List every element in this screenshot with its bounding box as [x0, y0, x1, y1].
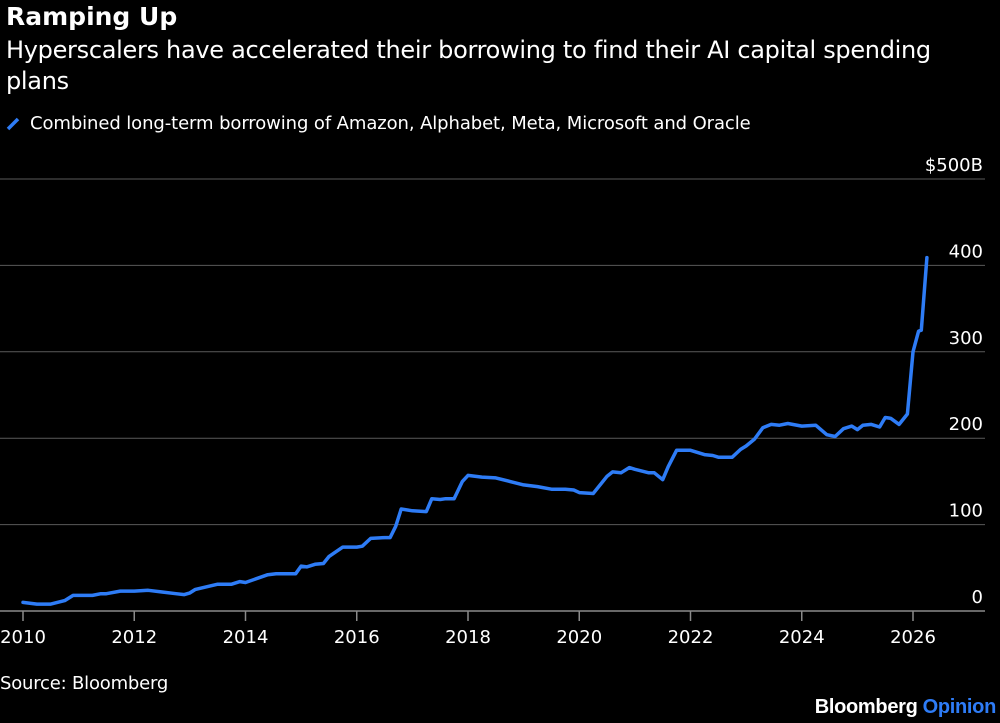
x-tick-label: 2024 — [779, 627, 825, 648]
chart-title: Ramping Up — [6, 2, 178, 31]
legend-label: Combined long-term borrowing of Amazon, … — [30, 113, 751, 134]
y-tick-label: 400 — [949, 241, 983, 262]
source-note: Source: Bloomberg — [0, 673, 169, 694]
x-tick-label: 2022 — [668, 627, 714, 648]
x-tick-label: 2014 — [223, 627, 269, 648]
y-tick-label: 200 — [949, 414, 983, 435]
legend: Combined long-term borrowing of Amazon, … — [6, 113, 751, 134]
y-tick-label: $500B — [925, 155, 983, 176]
chart-subtitle: Hyperscalers have accelerated their borr… — [6, 36, 931, 95]
brand-accent: Opinion — [922, 696, 997, 718]
brand-logo: Bloomberg Opinion — [814, 696, 997, 719]
x-tick-label: 2012 — [111, 627, 157, 648]
brand-name: Bloomberg — [814, 696, 918, 718]
x-tick-label: 2016 — [334, 627, 380, 648]
legend-swatch-icon — [6, 117, 20, 130]
y-tick-label: 0 — [972, 587, 983, 608]
x-tick-label: 2018 — [445, 627, 491, 648]
y-tick-label: 100 — [949, 501, 983, 522]
series-line — [21, 255, 929, 606]
x-tick-label: 2010 — [0, 627, 46, 648]
y-tick-label: 300 — [949, 328, 983, 349]
x-tick-label: 2020 — [556, 627, 602, 648]
x-tick-label: 2026 — [890, 627, 936, 648]
